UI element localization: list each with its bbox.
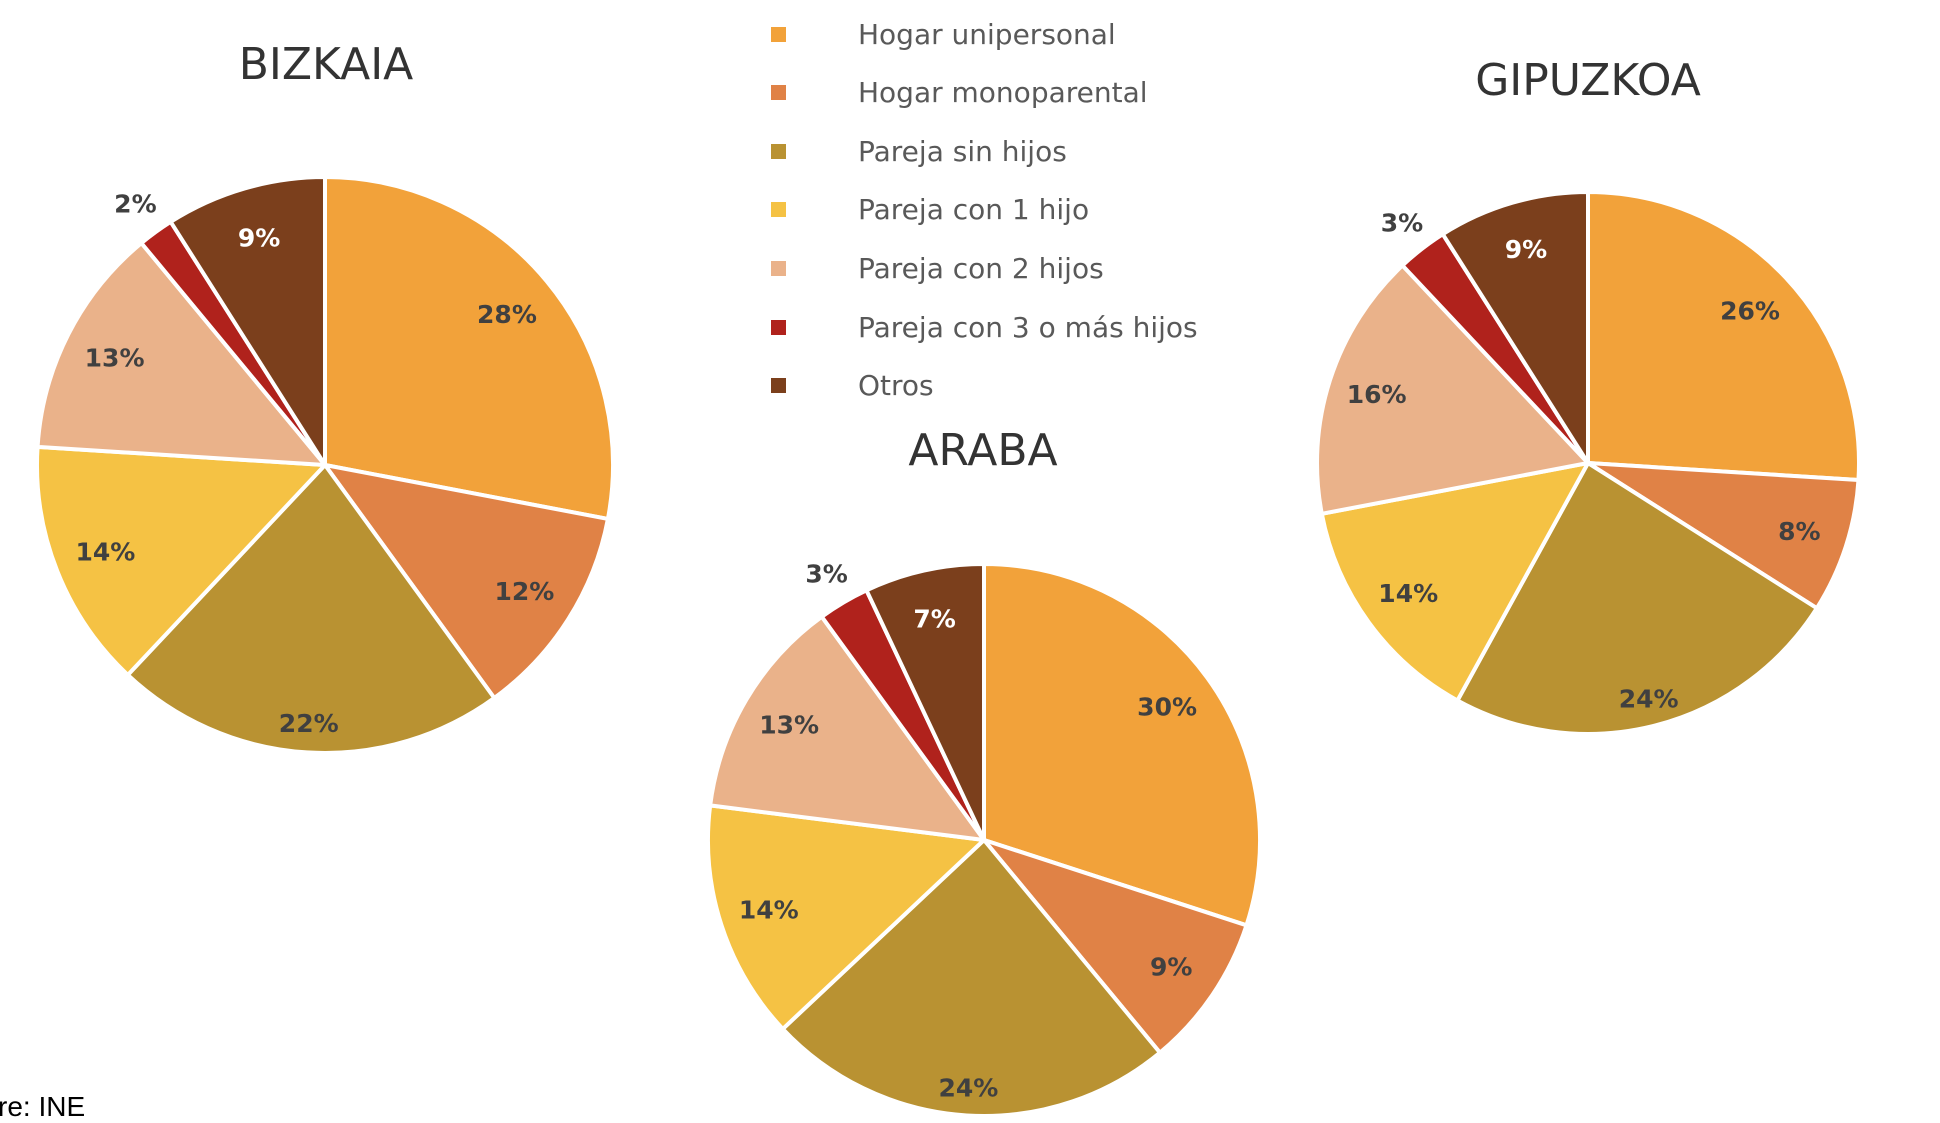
pie-slice-pareja-sin-hijos (780, 838, 1162, 1118)
pie-slice-hogar-monoparental (982, 838, 1249, 1055)
legend-item-hogar-unipersonal: Hogar unipersonal (771, 12, 1116, 56)
slice-label-hogar-monoparental: 12% (494, 577, 554, 606)
legend-label: Otros (858, 369, 934, 403)
pie-slice-pareja-con-1-hijo (706, 803, 986, 1031)
slice-label-otros: 9% (1505, 235, 1547, 264)
legend-swatch (771, 85, 786, 101)
slice-label-otros: 7% (913, 605, 955, 634)
source-note: re: INE (0, 1091, 86, 1122)
legend-item-pareja-con-1-hijo: Pareja con 1 hijo (771, 188, 1089, 232)
pie-slice-pareja-sin-hijos (125, 463, 497, 755)
pie-slice-otros (864, 562, 986, 842)
pie-slice-hogar-unipersonal (982, 562, 1262, 928)
pie-slice-pareja-con-2-hijos (708, 614, 986, 842)
legend-label: Pareja sin hijos (858, 134, 1067, 168)
pie-slice-hogar-monoparental (1586, 461, 1861, 611)
pie-slice-pareja-con-1-hijo (35, 444, 327, 677)
legend-item-pareja-con-3-o-mas-hijos: Pareja con 3 o más hijos (771, 305, 1198, 349)
pie-title-gipuzkoa: GIPUZKOA (1475, 55, 1701, 106)
slice-label-pareja-con-2-hijos: 13% (759, 710, 819, 739)
pie-slice-pareja-con-2-hijos (35, 241, 327, 467)
pie-title-bizkaia: BIZKAIA (239, 39, 414, 90)
legend-swatch (771, 378, 786, 394)
legend-item-pareja-con-2-hijos: Pareja con 2 hijos (771, 246, 1104, 290)
slice-label-hogar-monoparental: 9% (1150, 953, 1192, 982)
legend-label: Hogar monoparental (858, 76, 1148, 110)
legend-label: Pareja con 1 hijo (858, 193, 1090, 227)
slice-label-pareja-con-1-hijo: 14% (76, 537, 136, 566)
pie-slice-pareja-con-1-hijo (1319, 461, 1590, 703)
pie-slice-pareja-sin-hijos (1455, 461, 1819, 737)
pie-slice-pareja-con-2-hijos (1315, 263, 1590, 516)
slice-label-hogar-unipersonal: 28% (477, 300, 537, 329)
legend-swatch (771, 319, 786, 335)
pie-title-araba: ARABA (908, 425, 1057, 476)
slice-label-pareja-sin-hijos: 24% (938, 1073, 998, 1102)
legend-swatch (771, 26, 786, 42)
slice-label-pareja-sin-hijos: 24% (1619, 685, 1679, 714)
slice-label-pareja-con-1-hijo: 14% (1378, 579, 1438, 608)
legend-item-pareja-sin-hijos: Pareja sin hijos (771, 129, 1067, 173)
slice-label-hogar-monoparental: 8% (1778, 517, 1820, 546)
legend-swatch (771, 260, 786, 276)
legend-label: Pareja con 3 o más hijos (858, 310, 1198, 344)
slice-label-hogar-unipersonal: 30% (1137, 692, 1197, 721)
legend-swatch (771, 202, 786, 218)
slice-label-otros: 9% (238, 224, 280, 253)
pie-chart-gipuzkoa: GIPUZKOA 26% 8% 24% 14% 16% 3% 9% (1315, 55, 1861, 737)
pie-chart-bizkaia: BIZKAIA 28% 12% 22% 14% 13% 2% 9% (35, 39, 615, 755)
slice-label-pareja-con-1-hijo: 14% (739, 895, 799, 924)
legend-label: Hogar unipersonal (858, 17, 1116, 51)
legend-item-hogar-monoparental: Hogar monoparental (771, 71, 1148, 115)
legend-item-otros: Otros (771, 364, 934, 408)
slice-label-hogar-unipersonal: 26% (1720, 296, 1780, 325)
pie-slice-hogar-unipersonal (1586, 190, 1861, 483)
slice-label-pareja-con-3-o-mas-hijos: 2% (114, 190, 156, 219)
legend-swatch (771, 143, 786, 159)
pie-slice-otros (168, 175, 327, 467)
pie-slice-hogar-monoparental (323, 463, 610, 700)
pie-chart-araba: ARABA 30% 9% 24% 14% 13% 3% 7% (706, 425, 1262, 1118)
slice-label-pareja-sin-hijos: 22% (279, 709, 339, 738)
slice-label-pareja-con-3-o-mas-hijos: 3% (1381, 209, 1423, 238)
slice-label-pareja-con-2-hijos: 13% (85, 343, 145, 372)
legend-label: Pareja con 2 hijos (858, 251, 1104, 285)
pie-slice-otros (1440, 190, 1590, 465)
slice-label-pareja-con-3-o-mas-hijos: 3% (805, 559, 847, 588)
pie-slice-hogar-unipersonal (323, 175, 615, 521)
slice-label-pareja-con-2-hijos: 16% (1347, 380, 1407, 409)
